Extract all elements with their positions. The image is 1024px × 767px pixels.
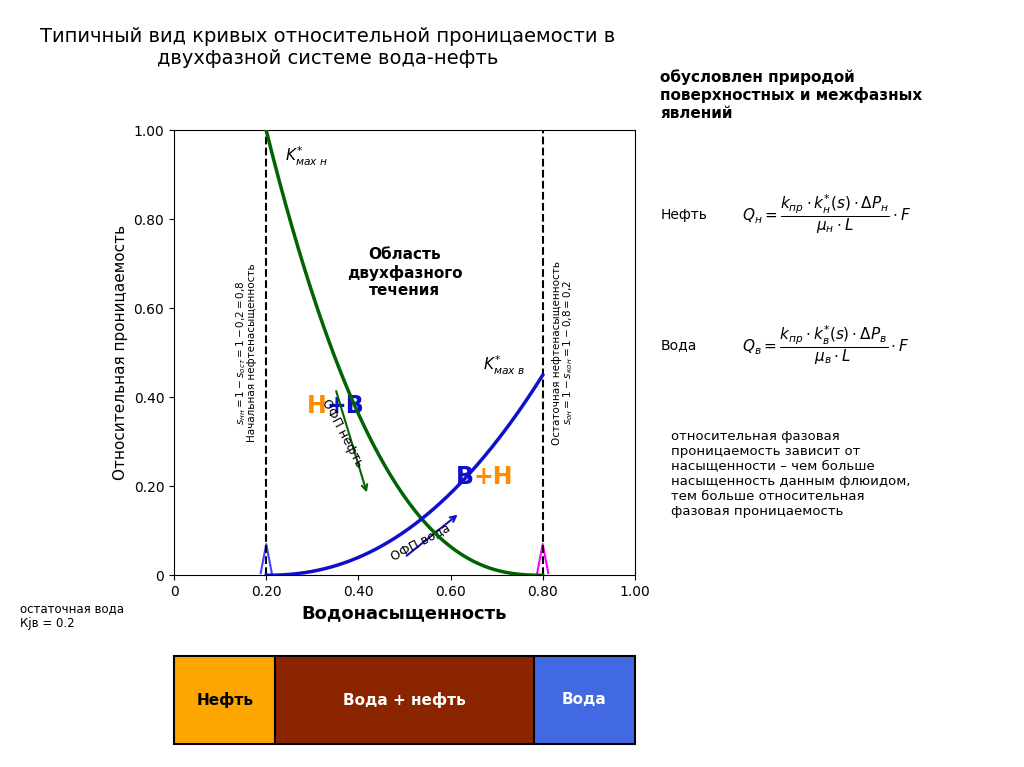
Text: Начальная нефтенасыщенность: Начальная нефтенасыщенность xyxy=(248,264,257,442)
Text: Типичный вид кривых относительной проницаемости в
двухфазной системе вода-нефть: Типичный вид кривых относительной прониц… xyxy=(40,27,615,67)
Text: Вода + нефть: Вода + нефть xyxy=(343,692,466,708)
Text: $s_{он}=1-s_{кон}=1-0{,}8=0{,}2$: $s_{он}=1-s_{кон}=1-0{,}8=0{,}2$ xyxy=(561,280,574,426)
Text: $Q_{в} = \dfrac{k_{пр} \cdot k_{в}^{*}( s ) \cdot \Delta P_{в}}{\mu_{в} \cdot L}: $Q_{в} = \dfrac{k_{пр} \cdot k_{в}^{*}( … xyxy=(742,324,910,367)
Text: $s_{нн}=1-s_{ост}=1-0{,}2=0{,}8$: $s_{нн}=1-s_{ост}=1-0{,}2=0{,}8$ xyxy=(234,281,248,425)
Text: $K_{мах\ в}^{*}$: $K_{мах\ в}^{*}$ xyxy=(483,354,525,377)
Text: В: В xyxy=(456,466,473,489)
Text: Вода: Вода xyxy=(562,693,606,707)
Text: Вода: Вода xyxy=(660,338,697,352)
X-axis label: Водонасыщенность: Водонасыщенность xyxy=(302,604,507,623)
Text: +В: +В xyxy=(326,394,364,418)
Text: ОФП нефть: ОФП нефть xyxy=(318,397,366,469)
Text: остаточная вода
Кjв = 0.2: остаточная вода Кjв = 0.2 xyxy=(20,602,125,630)
Text: относительная фазовая
проницаемость зависит от
насыщенности – чем больше
насыщен: относительная фазовая проницаемость зави… xyxy=(671,430,910,518)
Text: ОФП вода: ОФП вода xyxy=(389,521,453,563)
Text: обусловлен природой
поверхностных и межфазных
явлений: обусловлен природой поверхностных и межф… xyxy=(660,69,923,120)
Y-axis label: Относительная проницаемость: Относительная проницаемость xyxy=(113,225,128,480)
Text: $K_{мах\ н}^{*}$: $K_{мах\ н}^{*}$ xyxy=(285,145,328,168)
Text: Остаточная нефтенасыщенность: Остаточная нефтенасыщенность xyxy=(552,261,561,445)
Text: +Н: +Н xyxy=(473,466,513,489)
Text: Н: Н xyxy=(306,394,326,418)
Text: Область
двухфазного
течения: Область двухфазного течения xyxy=(347,247,462,298)
Text: $Q_{н} = \dfrac{k_{пр} \cdot k_{н}^{*}( s ) \cdot \Delta P_{н}}{\mu_{н} \cdot L}: $Q_{н} = \dfrac{k_{пр} \cdot k_{н}^{*}( … xyxy=(742,193,912,236)
Text: Нефть: Нефть xyxy=(197,692,253,708)
Text: Нефть: Нефть xyxy=(660,208,708,222)
